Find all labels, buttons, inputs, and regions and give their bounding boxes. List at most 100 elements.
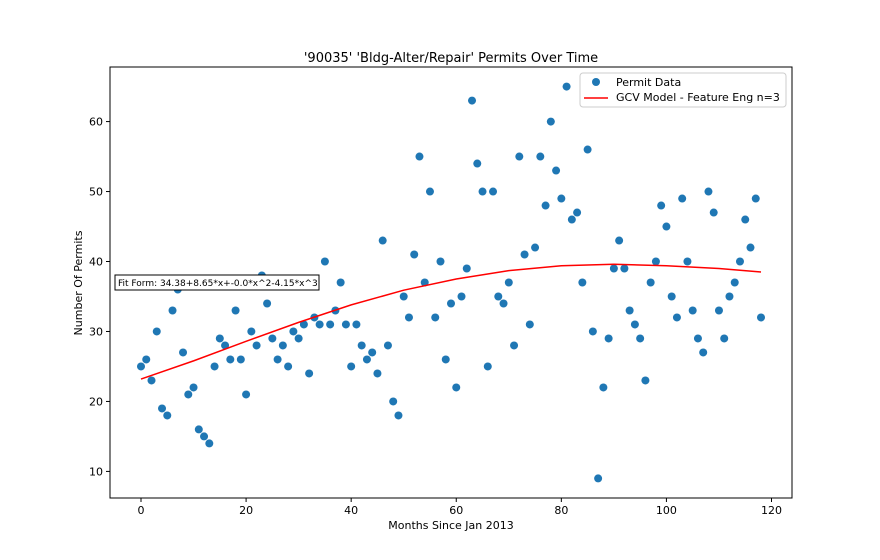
y-axis-label: Number Of Permits <box>72 230 85 335</box>
data-point <box>683 257 692 266</box>
data-point <box>383 341 392 350</box>
data-point <box>152 327 161 336</box>
data-point <box>231 306 240 315</box>
x-tick-label: 80 <box>554 504 568 517</box>
data-point <box>552 166 561 175</box>
x-tick-label: 60 <box>449 504 463 517</box>
data-point <box>483 362 492 371</box>
data-point <box>478 187 487 196</box>
data-point <box>625 306 634 315</box>
data-point <box>425 187 434 196</box>
data-point <box>735 257 744 266</box>
data-point <box>273 355 282 364</box>
data-point <box>646 278 655 287</box>
data-point <box>368 348 377 357</box>
data-point <box>215 334 224 343</box>
data-point <box>562 82 571 91</box>
data-point <box>557 194 566 203</box>
data-point <box>142 355 151 364</box>
data-point <box>299 320 308 329</box>
data-point <box>399 292 408 301</box>
data-point <box>263 299 272 308</box>
data-point <box>394 411 403 420</box>
data-point <box>247 327 256 336</box>
data-point <box>315 320 324 329</box>
data-point <box>657 201 666 210</box>
legend-box <box>579 72 787 108</box>
x-tick-label: 0 <box>138 504 145 517</box>
data-point <box>594 474 603 483</box>
data-point <box>678 194 687 203</box>
data-point <box>473 159 482 168</box>
data-point <box>284 362 293 371</box>
x-axis: 0 20 40 60 80 100 120 <box>138 498 782 517</box>
data-point <box>541 201 550 210</box>
data-point <box>520 250 529 259</box>
data-point <box>452 383 461 392</box>
data-point <box>531 243 540 252</box>
annotation-box <box>114 274 320 291</box>
data-point <box>462 264 471 273</box>
data-point <box>515 152 524 161</box>
data-point <box>184 390 193 399</box>
data-point <box>636 334 645 343</box>
data-point <box>546 117 555 126</box>
data-point <box>415 152 424 161</box>
data-point <box>725 292 734 301</box>
x-axis-label: Months Since Jan 2013 <box>388 519 513 532</box>
data-point <box>168 306 177 315</box>
data-point <box>436 257 445 266</box>
data-point <box>341 320 350 329</box>
annotation-text: Fit Form: 34.38+8.65*x+-0.0*x^2-4.15*x^3 <box>118 279 318 289</box>
data-point <box>226 355 235 364</box>
data-point <box>210 362 219 371</box>
data-point <box>604 334 613 343</box>
plot-area <box>137 82 765 483</box>
legend-label-permit-data: Permit Data <box>616 76 681 89</box>
data-point <box>688 306 697 315</box>
data-point <box>278 341 287 350</box>
data-point <box>420 278 429 287</box>
y-tick-label: 20 <box>89 395 103 408</box>
data-point <box>373 369 382 378</box>
data-point <box>410 250 419 259</box>
data-point <box>326 320 335 329</box>
data-point <box>147 376 156 385</box>
data-point <box>641 376 650 385</box>
data-point <box>499 299 508 308</box>
data-point <box>630 320 639 329</box>
data-point <box>714 306 723 315</box>
y-tick-label: 30 <box>89 325 103 338</box>
data-point <box>404 313 413 322</box>
x-tick-label: 20 <box>239 504 253 517</box>
data-point <box>510 341 519 350</box>
y-axis: 10 20 30 40 50 60 <box>89 116 110 478</box>
data-point <box>489 187 498 196</box>
fit-line-gcv-model <box>140 263 762 380</box>
data-point <box>599 383 608 392</box>
data-point <box>189 383 198 392</box>
x-tick-label: 40 <box>344 504 358 517</box>
data-point <box>336 278 345 287</box>
data-point <box>236 355 245 364</box>
data-point <box>667 292 676 301</box>
data-point <box>205 439 214 448</box>
data-point <box>494 292 503 301</box>
data-point <box>221 341 230 350</box>
data-point <box>741 215 750 224</box>
data-point <box>567 215 576 224</box>
data-point <box>720 334 729 343</box>
legend: Permit Data GCV Model - Feature Eng n=3 <box>579 72 787 108</box>
data-point <box>525 320 534 329</box>
y-tick-label: 60 <box>89 116 103 129</box>
data-point <box>662 222 671 231</box>
fit-form-annotation: Fit Form: 34.38+8.65*x+-0.0*x^2-4.15*x^3 <box>114 274 320 291</box>
data-point <box>352 320 361 329</box>
y-tick-label: 50 <box>89 186 103 199</box>
data-point <box>252 341 261 350</box>
data-point <box>294 334 303 343</box>
data-point <box>693 334 702 343</box>
scatter-series-permit-data <box>137 82 765 483</box>
y-tick-label: 40 <box>89 256 103 269</box>
